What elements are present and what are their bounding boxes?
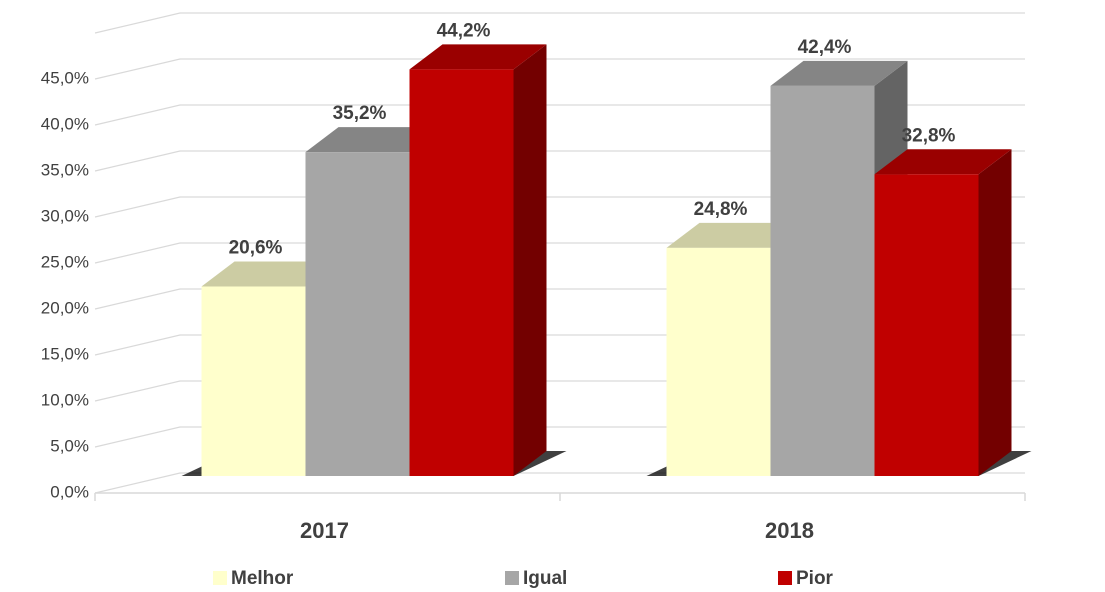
- y-tick-label: 10,0%: [41, 390, 89, 409]
- x-tick-label: 2017: [300, 518, 349, 543]
- grid-line: [94, 196, 1025, 218]
- y-tick-label: 30,0%: [41, 206, 89, 225]
- legend-label: Pior: [796, 568, 834, 589]
- wall-top: [94, 12, 1025, 34]
- legend-label: Igual: [523, 568, 567, 589]
- bar-front: [409, 69, 514, 477]
- grid-line: [94, 150, 1025, 172]
- y-tick-label: 25,0%: [41, 252, 89, 271]
- grid-line: [94, 58, 1025, 80]
- bar: [874, 149, 1012, 477]
- y-tick-label: 20,0%: [41, 298, 89, 317]
- bar-top: [874, 149, 1012, 175]
- legend-swatch: [778, 571, 792, 585]
- bar: [409, 44, 547, 477]
- x-tick-label: 2018: [765, 518, 814, 543]
- bar-side: [978, 149, 1012, 477]
- data-label: 44,2%: [437, 20, 491, 41]
- bar-front: [874, 174, 979, 477]
- y-tick-label: 40,0%: [41, 114, 89, 133]
- bar-front: [770, 85, 875, 477]
- bar-top: [666, 222, 804, 248]
- legend-swatch: [505, 571, 519, 585]
- data-label: 24,8%: [694, 199, 748, 220]
- bar-top: [201, 261, 339, 287]
- bar-top: [305, 127, 443, 153]
- data-label: 20,6%: [229, 237, 283, 258]
- bar-front: [305, 152, 410, 476]
- data-label: 35,2%: [333, 103, 387, 124]
- data-label: 32,8%: [902, 125, 956, 146]
- bar-front: [201, 286, 306, 476]
- y-tick-label: 35,0%: [41, 160, 89, 179]
- grid-line: [94, 104, 1025, 126]
- legend-label: Melhor: [231, 568, 294, 589]
- y-tick-label: 0,0%: [50, 482, 89, 501]
- bar-side: [513, 44, 547, 477]
- y-tick-label: 15,0%: [41, 344, 89, 363]
- bar-front: [666, 247, 771, 476]
- bar-top: [409, 44, 547, 70]
- y-tick-label: 45,0%: [41, 68, 89, 87]
- data-label: 42,4%: [798, 37, 852, 58]
- legend-swatch: [213, 571, 227, 585]
- y-tick-label: 5,0%: [50, 436, 89, 455]
- bar-top: [770, 60, 908, 86]
